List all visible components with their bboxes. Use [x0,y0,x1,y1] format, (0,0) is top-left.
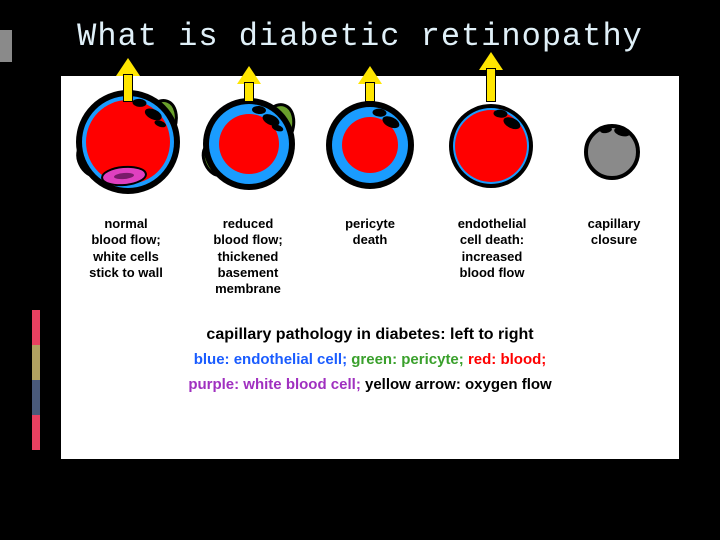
oxygen-arrow-icon [119,58,137,102]
legend-line-1: blue: endothelial cell; green: pericyte;… [61,349,679,372]
capillary-label: pericyte death [309,216,431,297]
capillary-label: normal blood flow; white cells stick to … [65,216,187,297]
stripe-1 [32,310,40,345]
capillary-svg [552,92,672,212]
capillary-closure [552,82,673,212]
oxygen-arrow-icon [482,52,500,96]
oxygen-arrow-icon [361,66,379,110]
capillary-svg [431,86,551,206]
stripe-4 [32,415,40,450]
slide-title: What is diabetic retinopathy [0,0,720,67]
caption-main: capillary pathology in diabetes: left to… [61,323,679,347]
capillary-pericyte-death [309,82,430,205]
capillary-normal [67,82,188,202]
slide-tab [0,30,12,62]
diagram-panel: normal blood flow; white cells stick to … [60,75,680,460]
stripe-2 [32,345,40,380]
oxygen-arrow-icon [240,66,258,110]
labels-row: normal blood flow; white cells stick to … [61,216,679,297]
capillary-label: capillary closure [553,216,675,297]
capillary-label: reduced blood flow; thickened basement m… [187,216,309,297]
capillaries-row [61,76,679,216]
capillary-reduced [188,82,309,204]
legend-item: yellow arrow: oxygen flow [365,376,552,393]
caption-block: capillary pathology in diabetes: left to… [61,297,679,396]
decorative-stripe [32,310,40,450]
legend-item: red: blood; [468,351,546,368]
legend-item: blue: endothelial cell; [194,351,352,368]
capillary-endothelial-death [431,82,552,206]
legend-item: purple: white blood cell; [188,376,365,393]
capillary-label: endothelial cell death: increased blood … [431,216,553,297]
legend-line-2: purple: white blood cell; yellow arrow: … [61,374,679,397]
stripe-3 [32,380,40,415]
legend-item: green: pericyte; [351,351,468,368]
